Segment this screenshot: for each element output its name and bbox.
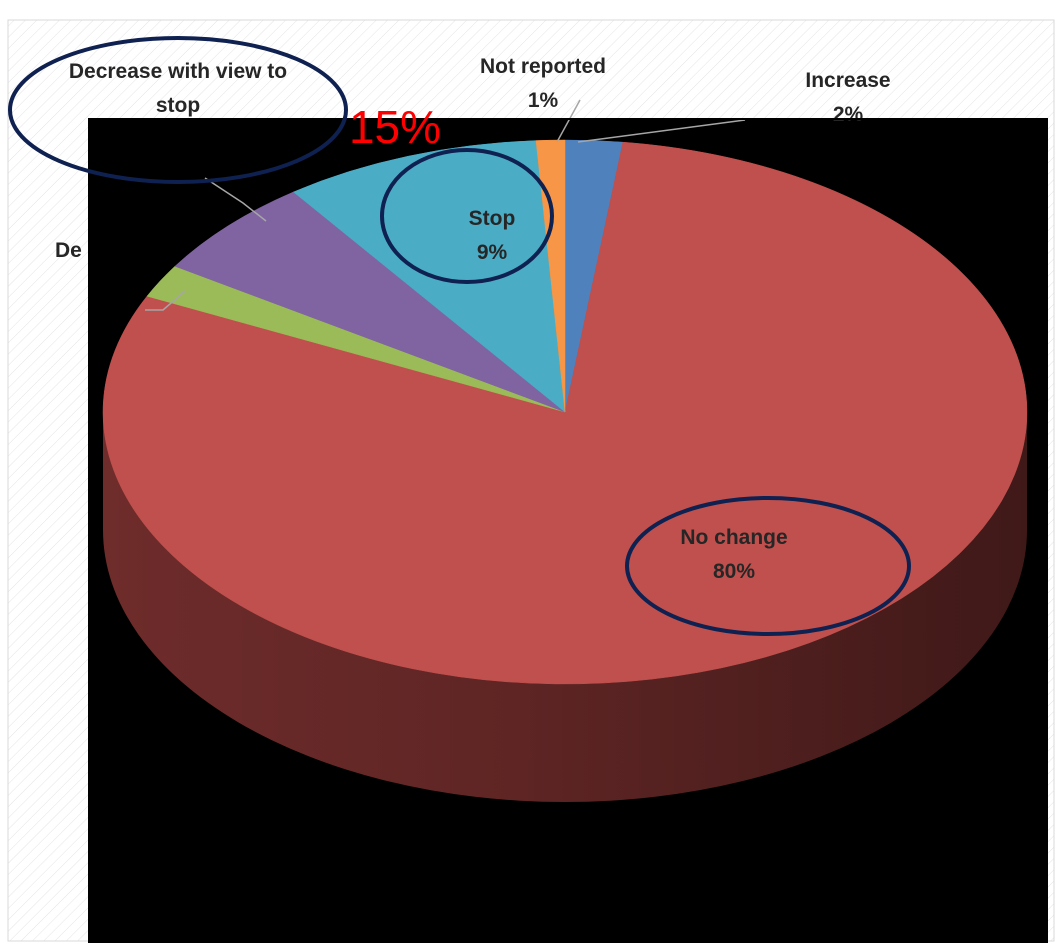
leader-line [577,119,746,143]
plot-top-edge [88,118,1048,120]
pie-side-wall [103,412,1027,802]
slice-labels: Increase 2% No change 80% De Decrease with vi… [55,55,1048,583]
leader-lines [145,99,746,311]
slice-label-increase: Increase [805,69,890,92]
slice-label-not-reported-value: 1% [528,89,559,112]
highlight-ellipse [625,496,911,636]
slice-label-no-change-value: 80% [713,560,755,583]
highlight-ellipses [8,36,911,636]
slice-label-decrease-with-view-to-stop: Decrease with view to [69,60,287,83]
highlight-ellipse [8,36,348,184]
slice-label-decrease-with-view-to-stop-value: stop [156,94,200,117]
pie-slice-decrease-with-view-to-stop [174,191,566,413]
leader-line [556,99,581,143]
leader-line [204,177,267,222]
slice-label-not-reported: Not reported [480,55,606,78]
pie-slice-not-reported [535,139,566,413]
highlight-ellipse [380,148,554,284]
slice-label-no-change: No change [680,526,787,549]
pie-side-no-change [103,412,1027,802]
slice-label-stop-value: 9% [477,241,508,264]
slice-label-stop: Stop [469,207,516,230]
annotation-15-percent: 15% [349,101,441,153]
pie-slice-no-change [102,141,1028,685]
slice-label-increase-value: 2% [833,103,864,126]
slice-label-decrease: De [55,239,82,262]
leader-line [145,290,186,311]
pie-slices [102,139,1028,685]
